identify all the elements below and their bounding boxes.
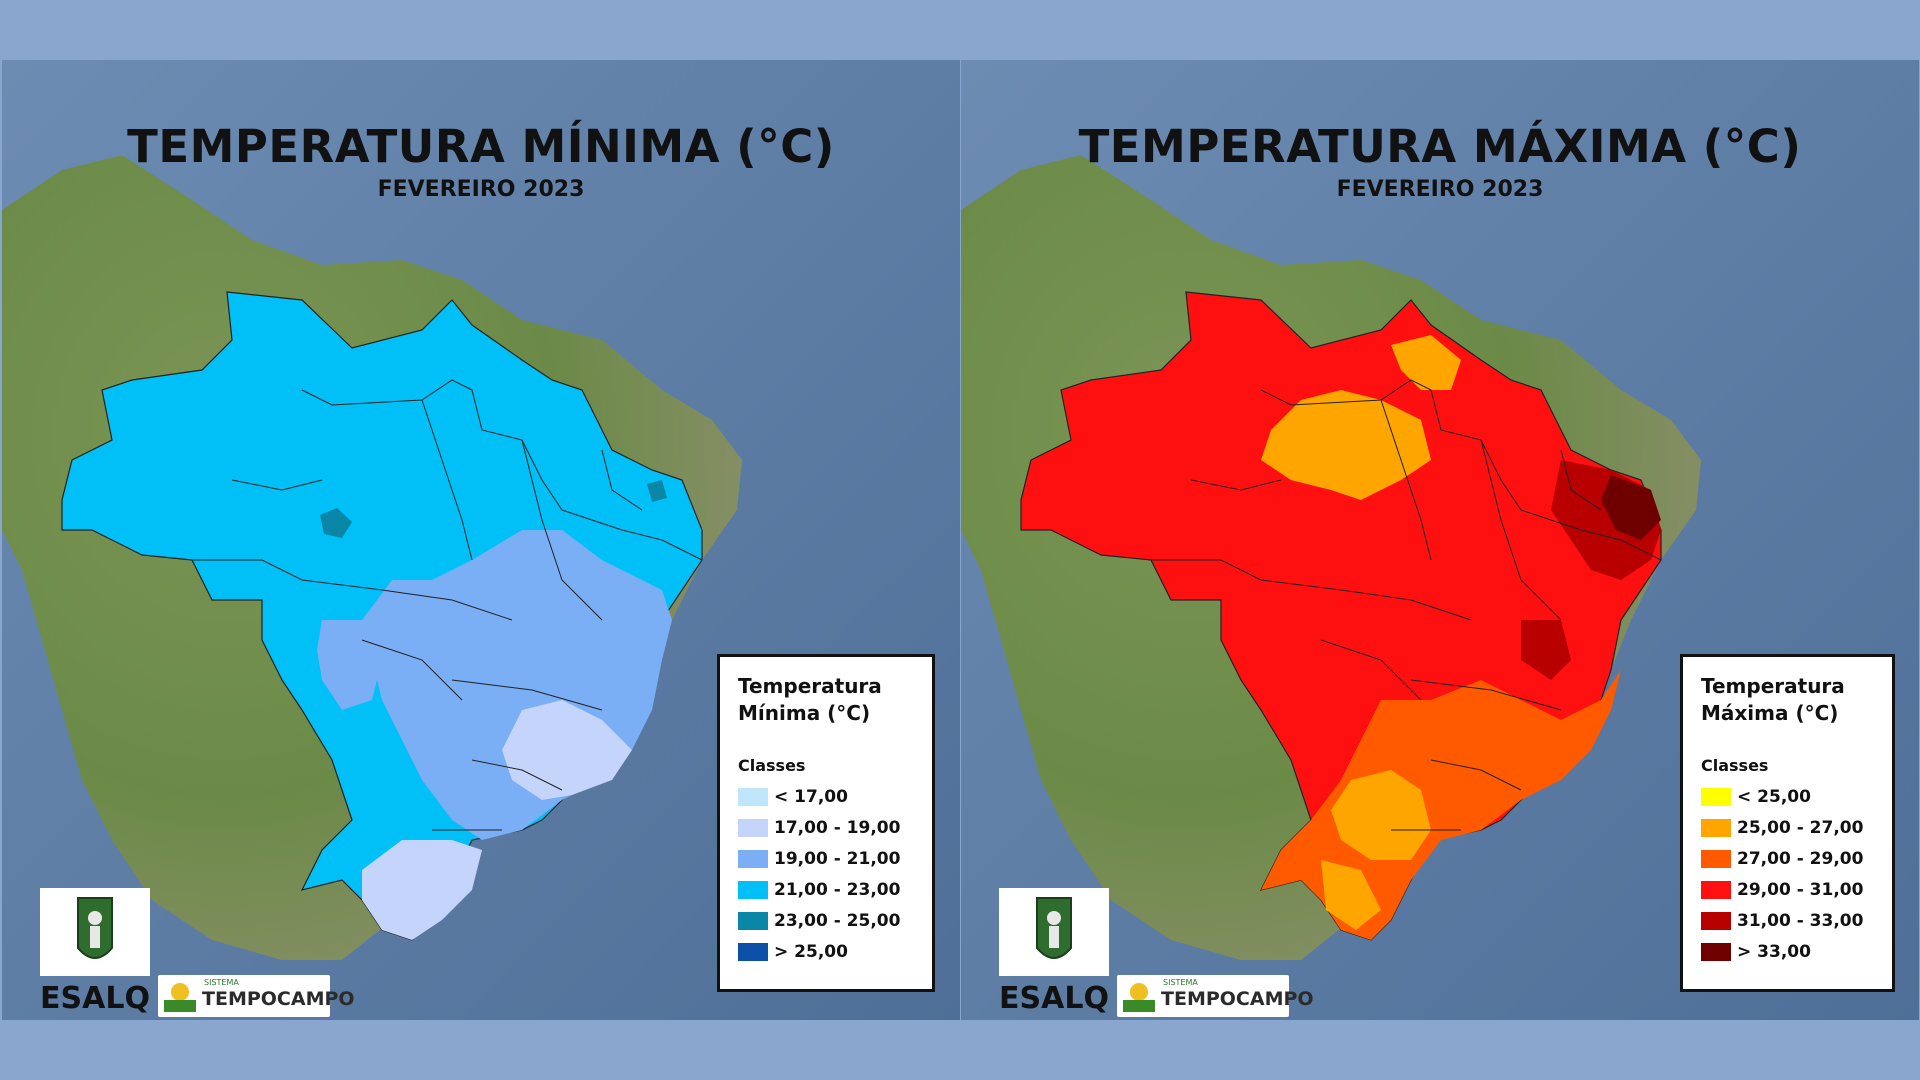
tempocampo-small-text: SISTEMA bbox=[204, 978, 239, 987]
map-title: TEMPERATURA MÍNIMA (°C) bbox=[127, 120, 835, 173]
legend-title-line1: Temperatura bbox=[738, 674, 882, 698]
brazil-region-25-27-south bbox=[1331, 770, 1431, 860]
legend-swatch bbox=[738, 943, 768, 961]
legend-item-label: > 33,00 bbox=[1737, 942, 1811, 962]
tempocampo-small-text: SISTEMA bbox=[1163, 978, 1198, 987]
tempocampo-logo: SISTEMA TEMPOCAMPO bbox=[158, 975, 355, 1017]
brazil-region-17-19 bbox=[502, 700, 632, 800]
brazil-region-31-33-b bbox=[1521, 620, 1571, 680]
legend-swatch bbox=[1701, 943, 1731, 961]
legend-swatch bbox=[1701, 788, 1731, 806]
map-title: TEMPERATURA MÁXIMA (°C) bbox=[1078, 120, 1802, 173]
esalq-text: ESALQ bbox=[40, 981, 150, 1016]
tempocampo-sun-icon bbox=[1123, 983, 1155, 1012]
legend-swatch bbox=[738, 850, 768, 868]
legend-item-label: 23,00 - 25,00 bbox=[774, 911, 901, 931]
brazil-region-23-25-b bbox=[647, 480, 667, 502]
legend-title-line2: Mínima (°C) bbox=[738, 701, 871, 725]
map-subtitle: FEVEREIRO 2023 bbox=[377, 177, 585, 202]
legend-swatch bbox=[1701, 850, 1731, 868]
brazil-region-25-27-south-b bbox=[1321, 860, 1381, 930]
legend-swatch bbox=[738, 819, 768, 837]
legend-item-label: 31,00 - 33,00 bbox=[1737, 911, 1864, 931]
esalq-logo: ESALQ bbox=[40, 888, 150, 1016]
brazil-region-19-21-west bbox=[317, 620, 382, 710]
legend-title-line1: Temperatura bbox=[1701, 674, 1845, 698]
legend-item-label: 25,00 - 27,00 bbox=[1737, 818, 1864, 838]
legend-item-label: 19,00 - 21,00 bbox=[774, 849, 901, 869]
legend-title: Temperatura Máxima (°C) bbox=[1701, 673, 1845, 727]
legend-swatch bbox=[1701, 819, 1731, 837]
maximum-temperature-map-panel: TEMPERATURA MÁXIMA (°C) FEVEREIRO 2023 T… bbox=[961, 60, 1919, 1020]
brazil-region-over-33 bbox=[1601, 475, 1661, 540]
esalq-logo: ESALQ bbox=[999, 888, 1109, 1016]
legend-swatch bbox=[738, 912, 768, 930]
legend: Temperatura Mínima (°C) Classes < 17,00 … bbox=[717, 654, 935, 992]
esalq-emblem bbox=[40, 888, 150, 976]
brazil-region-23-25-a bbox=[320, 508, 352, 538]
legend-title-line2: Máxima (°C) bbox=[1701, 701, 1839, 725]
legend-swatch bbox=[1701, 881, 1731, 899]
tempocampo-logo: SISTEMA TEMPOCAMPO bbox=[1117, 975, 1314, 1017]
tempocampo-sun-icon bbox=[164, 983, 196, 1012]
legend-item-label: 17,00 - 19,00 bbox=[774, 818, 901, 838]
esalq-text: ESALQ bbox=[999, 981, 1109, 1016]
legend-classes-label: Classes bbox=[738, 756, 806, 775]
legend-item-label: 21,00 - 23,00 bbox=[774, 880, 901, 900]
legend-item-label: < 17,00 bbox=[774, 787, 848, 807]
legend-swatch bbox=[738, 881, 768, 899]
legend-swatch bbox=[1701, 912, 1731, 930]
map-subtitle: FEVEREIRO 2023 bbox=[1336, 177, 1544, 202]
tempocampo-big-text: TEMPOCAMPO bbox=[1161, 988, 1314, 1010]
state-borders bbox=[192, 379, 703, 831]
esalq-emblem bbox=[999, 888, 1109, 976]
legend: Temperatura Máxima (°C) Classes < 25,00 … bbox=[1680, 654, 1895, 992]
legend-item-label: > 25,00 bbox=[774, 942, 848, 962]
brazil-region-25-27-northeast bbox=[1391, 335, 1461, 390]
legend-title: Temperatura Mínima (°C) bbox=[738, 673, 882, 727]
minimum-temperature-map-panel: TEMPERATURA MÍNIMA (°C) FEVEREIRO 2023 T… bbox=[2, 60, 960, 1020]
state-borders bbox=[1151, 379, 1662, 831]
legend-item-label: < 25,00 bbox=[1737, 787, 1811, 807]
legend-swatch bbox=[738, 788, 768, 806]
legend-item-label: 29,00 - 31,00 bbox=[1737, 880, 1864, 900]
legend-classes-label: Classes bbox=[1701, 756, 1769, 775]
brazil-region-25-27-north bbox=[1261, 390, 1431, 500]
brazil-region-17-19-south bbox=[362, 840, 482, 940]
tempocampo-big-text: TEMPOCAMPO bbox=[202, 988, 355, 1010]
legend-item-label: 27,00 - 29,00 bbox=[1737, 849, 1864, 869]
minimum-temperature-map bbox=[2, 60, 960, 1020]
